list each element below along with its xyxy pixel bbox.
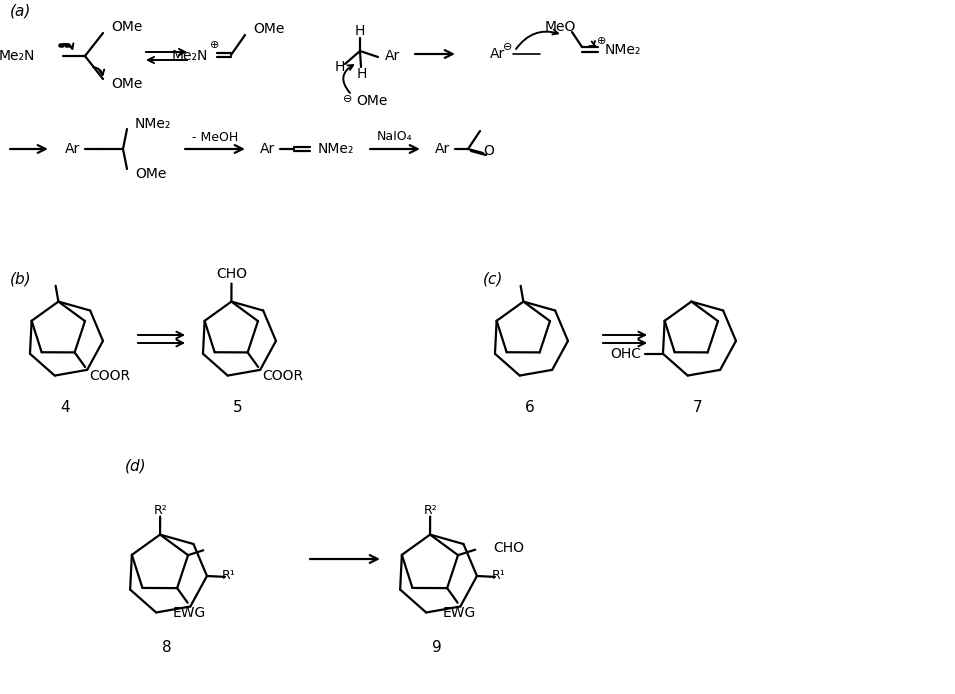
Text: 6: 6: [525, 400, 535, 414]
Text: (c): (c): [483, 271, 503, 287]
Text: H: H: [355, 24, 365, 38]
Text: 5: 5: [233, 400, 243, 414]
Text: EWG: EWG: [443, 606, 477, 620]
Text: (a): (a): [10, 3, 32, 19]
Text: 8: 8: [162, 639, 172, 654]
Text: OMe: OMe: [111, 20, 142, 34]
Text: 4: 4: [60, 400, 70, 414]
Text: NMe₂: NMe₂: [318, 142, 354, 156]
Text: (d): (d): [125, 459, 147, 473]
FancyArrowPatch shape: [63, 44, 74, 49]
Text: ⊖: ⊖: [503, 42, 513, 52]
Text: ⊖: ⊖: [343, 94, 352, 104]
Text: NMe₂: NMe₂: [605, 43, 642, 57]
Text: OMe: OMe: [356, 94, 388, 108]
Text: - MeOH: - MeOH: [192, 130, 238, 144]
Text: Ar: Ar: [490, 47, 505, 61]
FancyArrowPatch shape: [516, 30, 558, 49]
Text: (b): (b): [10, 271, 32, 287]
Text: R²: R²: [423, 504, 437, 517]
Text: CHO: CHO: [216, 266, 247, 280]
Text: O: O: [483, 144, 495, 158]
Text: Ar: Ar: [260, 142, 275, 156]
Text: ⊕: ⊕: [597, 36, 606, 46]
Text: Me₂N: Me₂N: [172, 49, 208, 63]
Text: Ar: Ar: [435, 142, 450, 156]
Text: CHO: CHO: [493, 541, 524, 555]
Text: OHC: OHC: [610, 347, 641, 361]
Text: R¹: R¹: [223, 568, 236, 582]
Text: R¹: R¹: [492, 568, 506, 582]
Text: EWG: EWG: [173, 606, 206, 620]
Text: 7: 7: [693, 400, 703, 414]
Text: OMe: OMe: [253, 22, 285, 36]
Text: OMe: OMe: [111, 77, 142, 91]
FancyArrowPatch shape: [589, 41, 595, 46]
Text: OMe: OMe: [135, 167, 166, 181]
Text: Me₂N: Me₂N: [0, 49, 35, 63]
Text: H: H: [335, 60, 345, 74]
FancyArrowPatch shape: [343, 65, 353, 93]
Text: Ar: Ar: [385, 49, 400, 63]
Text: NMe₂: NMe₂: [135, 117, 171, 131]
Text: MeO: MeO: [545, 20, 577, 34]
Text: H: H: [357, 67, 367, 81]
Text: 9: 9: [432, 639, 442, 654]
Text: ⊕: ⊕: [210, 40, 220, 50]
FancyArrowPatch shape: [93, 67, 104, 75]
Text: R²: R²: [154, 504, 167, 517]
Text: Ar: Ar: [65, 142, 80, 156]
Text: NaIO₄: NaIO₄: [377, 130, 413, 142]
Text: COOR: COOR: [89, 369, 130, 383]
Text: COOR: COOR: [262, 369, 304, 383]
